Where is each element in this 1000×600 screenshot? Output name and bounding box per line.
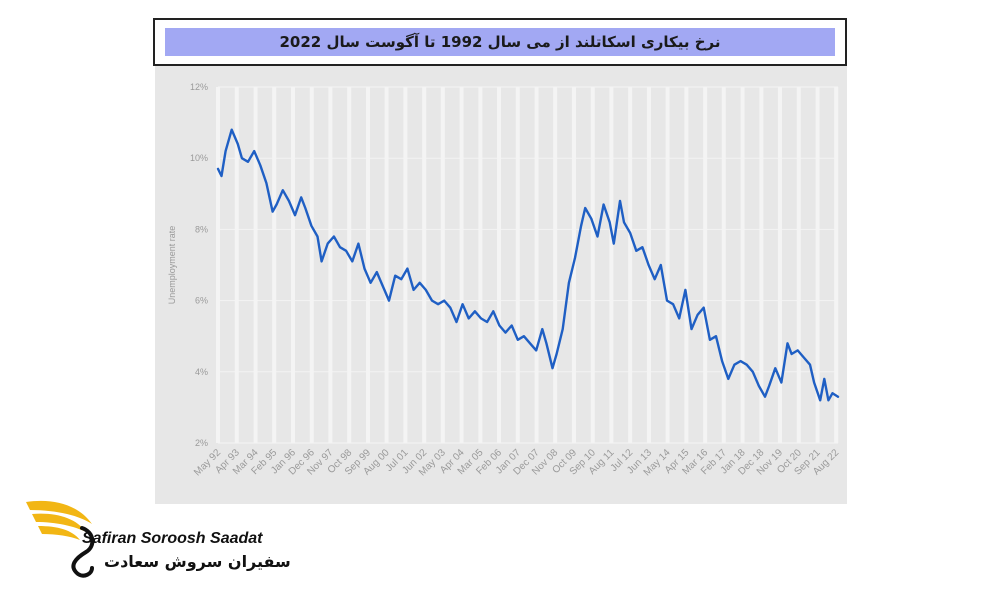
series-line xyxy=(216,128,840,402)
y-tick-label: 6% xyxy=(195,296,208,306)
chart-title-box: نرخ بیکاری اسکاتلند از می سال 1992 تا آگ… xyxy=(153,18,847,66)
logo-name-english: Safiran Soroosh Saadat xyxy=(82,530,263,547)
y-tick-label: 12% xyxy=(190,82,208,92)
logo-name-persian: سفیران سروش سعادت xyxy=(104,552,291,571)
y-tick-label: 8% xyxy=(195,224,208,234)
y-tick-label: 10% xyxy=(190,153,208,163)
wing-logo-icon xyxy=(26,500,95,578)
chart-title: نرخ بیکاری اسکاتلند از می سال 1992 تا آگ… xyxy=(279,33,721,51)
company-logo: Safiran Soroosh Saadat سفیران سروش سعادت xyxy=(22,494,292,580)
chart-panel: 2% 4% 6% 8% 10% 12% Unemployment rate May 92 Apr… xyxy=(155,66,847,504)
y-axis-label: Unemployment rate xyxy=(167,226,177,305)
y-tick-label: 2% xyxy=(195,438,208,448)
chart-title-band: نرخ بیکاری اسکاتلند از می سال 1992 تا آگ… xyxy=(165,28,835,56)
y-tick-label: 4% xyxy=(195,367,208,377)
